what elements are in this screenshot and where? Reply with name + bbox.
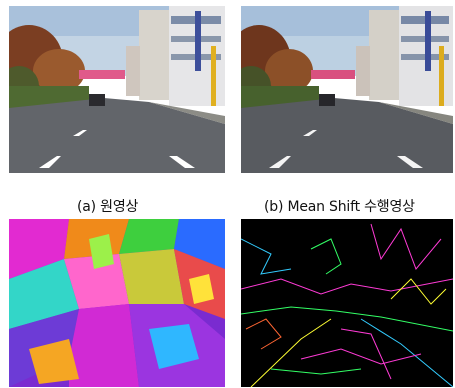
panel-a-original-image bbox=[9, 6, 225, 173]
caption-a: (a) 원영상 bbox=[77, 199, 139, 215]
panel-c-segmentation-map bbox=[9, 219, 225, 387]
panel-d-edge-map bbox=[241, 219, 453, 387]
panel-b-mean-shift-image bbox=[241, 6, 453, 173]
caption-b: (b) Mean Shift 수행영상 bbox=[264, 199, 415, 215]
